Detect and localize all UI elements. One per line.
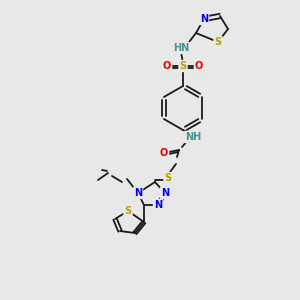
- Text: HN: HN: [173, 43, 189, 53]
- Text: NH: NH: [185, 132, 201, 142]
- Text: S: S: [164, 173, 172, 183]
- Text: N: N: [134, 188, 142, 198]
- Text: O: O: [195, 61, 203, 71]
- Text: S: S: [179, 61, 187, 71]
- Text: N: N: [154, 200, 162, 210]
- Text: O: O: [160, 148, 168, 158]
- Text: O: O: [163, 61, 171, 71]
- Text: S: S: [214, 37, 222, 47]
- Text: S: S: [124, 206, 132, 216]
- Text: N: N: [200, 14, 208, 24]
- Text: N: N: [161, 188, 169, 198]
